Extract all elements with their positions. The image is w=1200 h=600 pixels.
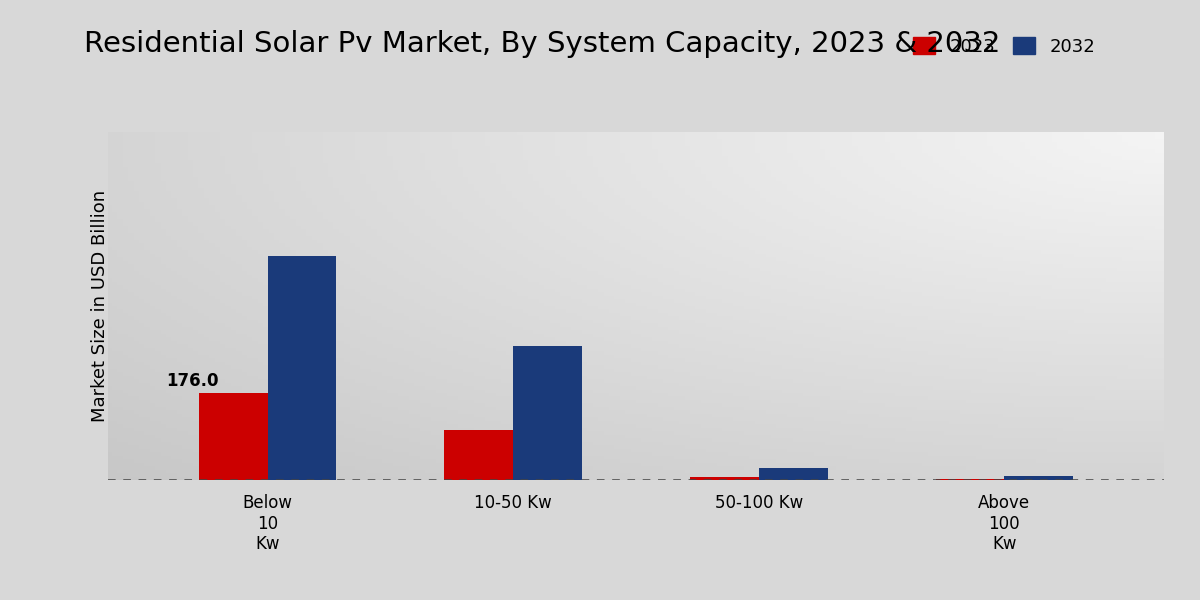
Bar — [690, 476, 758, 480]
Legend: 2023, 2032: 2023, 2032 — [906, 29, 1102, 63]
Bar — [199, 392, 268, 480]
Bar — [1004, 476, 1073, 480]
Bar — [936, 479, 1004, 480]
Bar — [514, 346, 582, 480]
Text: Residential Solar Pv Market, By System Capacity, 2023 & 2032: Residential Solar Pv Market, By System C… — [84, 30, 1001, 58]
Bar — [268, 256, 336, 480]
Bar — [758, 467, 828, 480]
Y-axis label: Market Size in USD Billion: Market Size in USD Billion — [91, 190, 109, 422]
Bar — [444, 430, 514, 480]
Text: 176.0: 176.0 — [166, 371, 218, 389]
